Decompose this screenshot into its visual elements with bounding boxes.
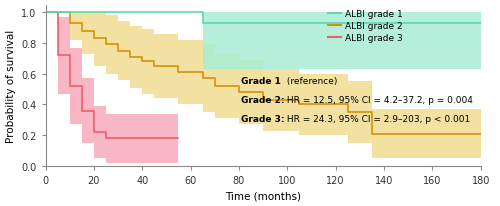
Text: HR = 24.3, 95% CI = 2.9–203, p < 0.001: HR = 24.3, 95% CI = 2.9–203, p < 0.001 (284, 115, 470, 124)
Text: Grade 2:: Grade 2: (242, 95, 285, 104)
Y-axis label: Probability of survival: Probability of survival (6, 29, 16, 142)
Text: Grade 3:: Grade 3: (242, 115, 285, 124)
Text: (reference): (reference) (284, 76, 338, 85)
X-axis label: Time (months): Time (months) (225, 191, 301, 200)
Legend: ALBI grade 1, ALBI grade 2, ALBI grade 3: ALBI grade 1, ALBI grade 2, ALBI grade 3 (324, 7, 406, 46)
Text: Grade 1: Grade 1 (242, 76, 281, 85)
Text: HR = 12.5, 95% CI = 4.2–37.2, p = 0.004: HR = 12.5, 95% CI = 4.2–37.2, p = 0.004 (284, 95, 473, 104)
